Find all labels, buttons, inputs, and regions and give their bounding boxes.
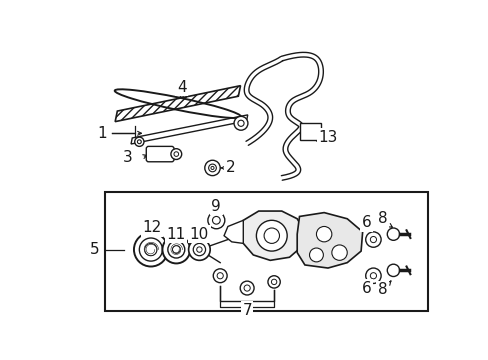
Circle shape xyxy=(244,285,250,291)
Text: 6: 6 xyxy=(361,280,370,296)
Circle shape xyxy=(369,273,376,279)
Polygon shape xyxy=(131,115,247,144)
Text: 2: 2 xyxy=(225,161,235,175)
Circle shape xyxy=(134,233,167,266)
Text: 6: 6 xyxy=(361,215,370,230)
Circle shape xyxy=(207,212,224,229)
Circle shape xyxy=(162,236,190,264)
Text: 5: 5 xyxy=(90,242,99,257)
Circle shape xyxy=(188,239,210,260)
Circle shape xyxy=(139,238,162,261)
Circle shape xyxy=(135,137,143,147)
Text: 8: 8 xyxy=(377,282,386,297)
Circle shape xyxy=(193,243,205,256)
Circle shape xyxy=(386,228,399,240)
Circle shape xyxy=(196,247,202,252)
Circle shape xyxy=(167,241,184,258)
Circle shape xyxy=(316,226,331,242)
Circle shape xyxy=(217,273,223,279)
Circle shape xyxy=(144,243,157,256)
FancyBboxPatch shape xyxy=(146,147,174,162)
Text: 7: 7 xyxy=(242,303,251,318)
Circle shape xyxy=(208,164,216,172)
Circle shape xyxy=(204,160,220,176)
Text: 4: 4 xyxy=(177,80,186,95)
Circle shape xyxy=(234,116,247,130)
Polygon shape xyxy=(239,211,305,260)
Circle shape xyxy=(386,264,399,276)
Circle shape xyxy=(174,152,178,156)
Text: 10: 10 xyxy=(189,227,208,242)
Circle shape xyxy=(171,149,182,159)
Text: 8: 8 xyxy=(377,211,386,226)
Circle shape xyxy=(238,120,244,126)
Text: 3: 3 xyxy=(122,150,132,165)
Text: 13: 13 xyxy=(318,130,337,145)
Circle shape xyxy=(309,248,323,262)
Circle shape xyxy=(365,268,380,283)
Bar xyxy=(299,123,321,140)
Text: 9: 9 xyxy=(211,199,221,214)
Circle shape xyxy=(210,166,214,170)
Circle shape xyxy=(240,281,254,295)
Circle shape xyxy=(271,279,276,285)
Circle shape xyxy=(172,246,180,253)
Circle shape xyxy=(256,220,286,251)
Circle shape xyxy=(213,269,226,283)
Text: 12: 12 xyxy=(142,220,161,235)
Polygon shape xyxy=(224,220,243,243)
Circle shape xyxy=(264,228,279,243)
Circle shape xyxy=(267,276,280,288)
Text: 11: 11 xyxy=(166,227,185,242)
Circle shape xyxy=(212,216,220,224)
Circle shape xyxy=(137,140,141,144)
Bar xyxy=(104,192,427,311)
Polygon shape xyxy=(115,86,240,122)
Polygon shape xyxy=(297,213,362,268)
Circle shape xyxy=(369,237,376,243)
Text: 1: 1 xyxy=(98,126,107,141)
Circle shape xyxy=(331,245,346,260)
Circle shape xyxy=(365,232,380,247)
